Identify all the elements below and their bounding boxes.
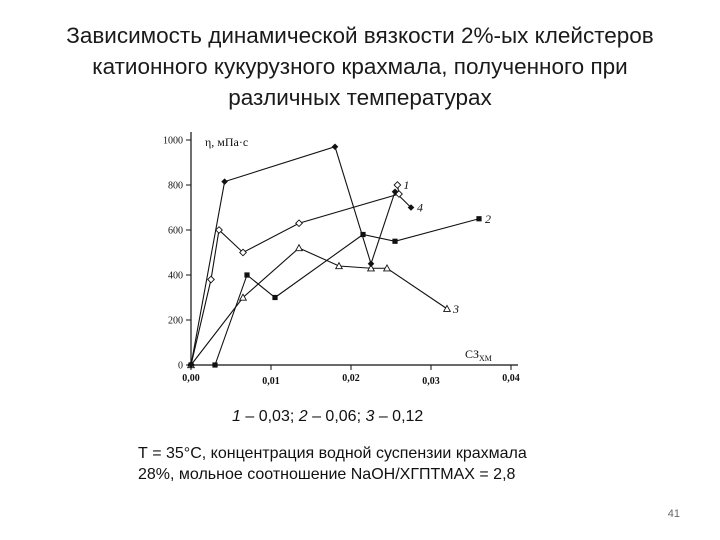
series-point — [212, 362, 218, 368]
series-line-2 — [191, 218, 480, 366]
series-label-1: 1 — [403, 178, 409, 192]
series-point — [215, 226, 223, 234]
x-tick-label: 0,00 — [182, 373, 200, 384]
title-line: Зависимость динамической вязкости 2%-ых … — [66, 23, 654, 48]
series-point — [366, 264, 376, 272]
x-tick-label: 0,03 — [422, 376, 440, 387]
series-point — [294, 243, 304, 252]
x-tick-label: 0,04 — [502, 373, 520, 384]
y-tick-label: 1000 — [163, 136, 183, 147]
series-point — [334, 261, 344, 270]
slide-title: Зависимость динамической вязкости 2%-ых … — [30, 20, 690, 113]
series-point — [272, 294, 278, 301]
title-line: различных температурах — [228, 85, 492, 110]
y-tick-label: 800 — [168, 181, 183, 192]
legend-text: – 0,06; — [307, 408, 366, 425]
series-point — [295, 219, 303, 228]
series-line-1 — [190, 184, 400, 366]
series-point — [238, 293, 248, 301]
series-label-3: 3 — [452, 302, 459, 316]
legend-num: 2 — [298, 408, 308, 425]
series-point — [239, 248, 247, 257]
x-axis-label: СЗХМ — [465, 347, 492, 363]
legend-num: 3 — [365, 408, 375, 425]
note-line: Т = 35°С, концентрация водной суспензии … — [138, 445, 527, 462]
series-point — [331, 143, 339, 151]
series-point — [391, 188, 399, 196]
series-point — [221, 178, 228, 185]
y-tick-label: 600 — [168, 226, 183, 237]
series-point — [360, 231, 366, 238]
series-point — [407, 204, 415, 211]
legend-num: 1 — [232, 408, 241, 425]
y-tick-label: 0 — [178, 361, 183, 372]
series-label-2: 2 — [485, 212, 491, 226]
series-point — [207, 275, 215, 284]
series-point — [393, 181, 402, 189]
y-tick-label: 400 — [168, 271, 183, 282]
series-point — [476, 216, 482, 222]
series-label-4: 4 — [417, 201, 423, 215]
title-line: катионного кукурузного крахмала, получен… — [92, 54, 628, 79]
x-tick-label: 0,02 — [342, 373, 360, 384]
conditions-note: Т = 35°С, концентрация водной суспензии … — [138, 443, 608, 485]
legend-text: – 0,12 — [374, 408, 424, 425]
legend-text: – 0,03; — [240, 408, 299, 425]
series-point — [187, 361, 195, 369]
x-tick-label: 0,01 — [262, 376, 280, 387]
series-point — [244, 272, 250, 278]
series-point — [392, 238, 398, 244]
y-tick-label: 200 — [168, 316, 183, 327]
series-legend: 1 – 0,03; 2 – 0,06; 3 – 0,12 — [232, 408, 423, 426]
note-line: 28%, мольное соотношение NaOH/ХГПТМАХ = … — [138, 466, 516, 483]
series-point — [382, 264, 392, 272]
y-axis-label: η, мПа·с — [205, 135, 248, 149]
series-point — [367, 260, 375, 268]
page-number: 41 — [667, 508, 680, 520]
series-point — [442, 304, 452, 312]
